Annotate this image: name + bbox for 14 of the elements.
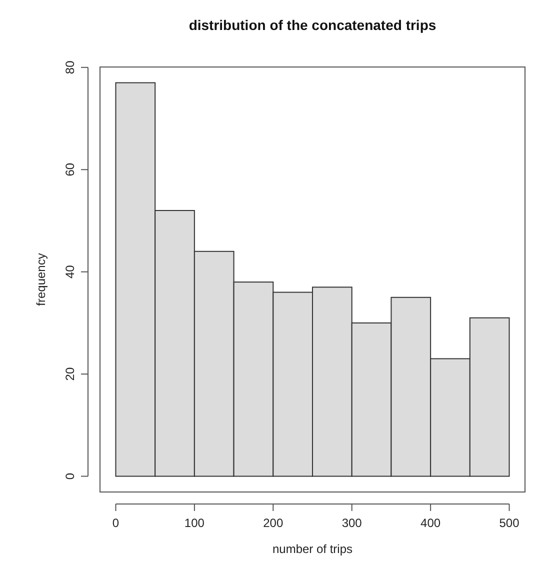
x-tick-label: 100 [184, 516, 205, 530]
x-tick-label: 0 [112, 516, 120, 530]
x-axis-title: number of trips [272, 542, 353, 556]
x-tick-label: 300 [342, 516, 362, 530]
x-tick-label: 200 [263, 516, 284, 530]
y-tick-label: 20 [63, 367, 77, 381]
x-tick-label: 500 [499, 516, 520, 530]
chart-title: distribution of the concatenated trips [188, 17, 436, 33]
y-tick-label: 0 [63, 472, 77, 480]
y-tick-label: 60 [63, 162, 77, 176]
y-tick-label: 80 [63, 60, 77, 74]
y-tick-label: 40 [63, 264, 77, 279]
x-tick-label: 400 [420, 516, 441, 530]
y-axis-title: frequency [34, 253, 48, 306]
